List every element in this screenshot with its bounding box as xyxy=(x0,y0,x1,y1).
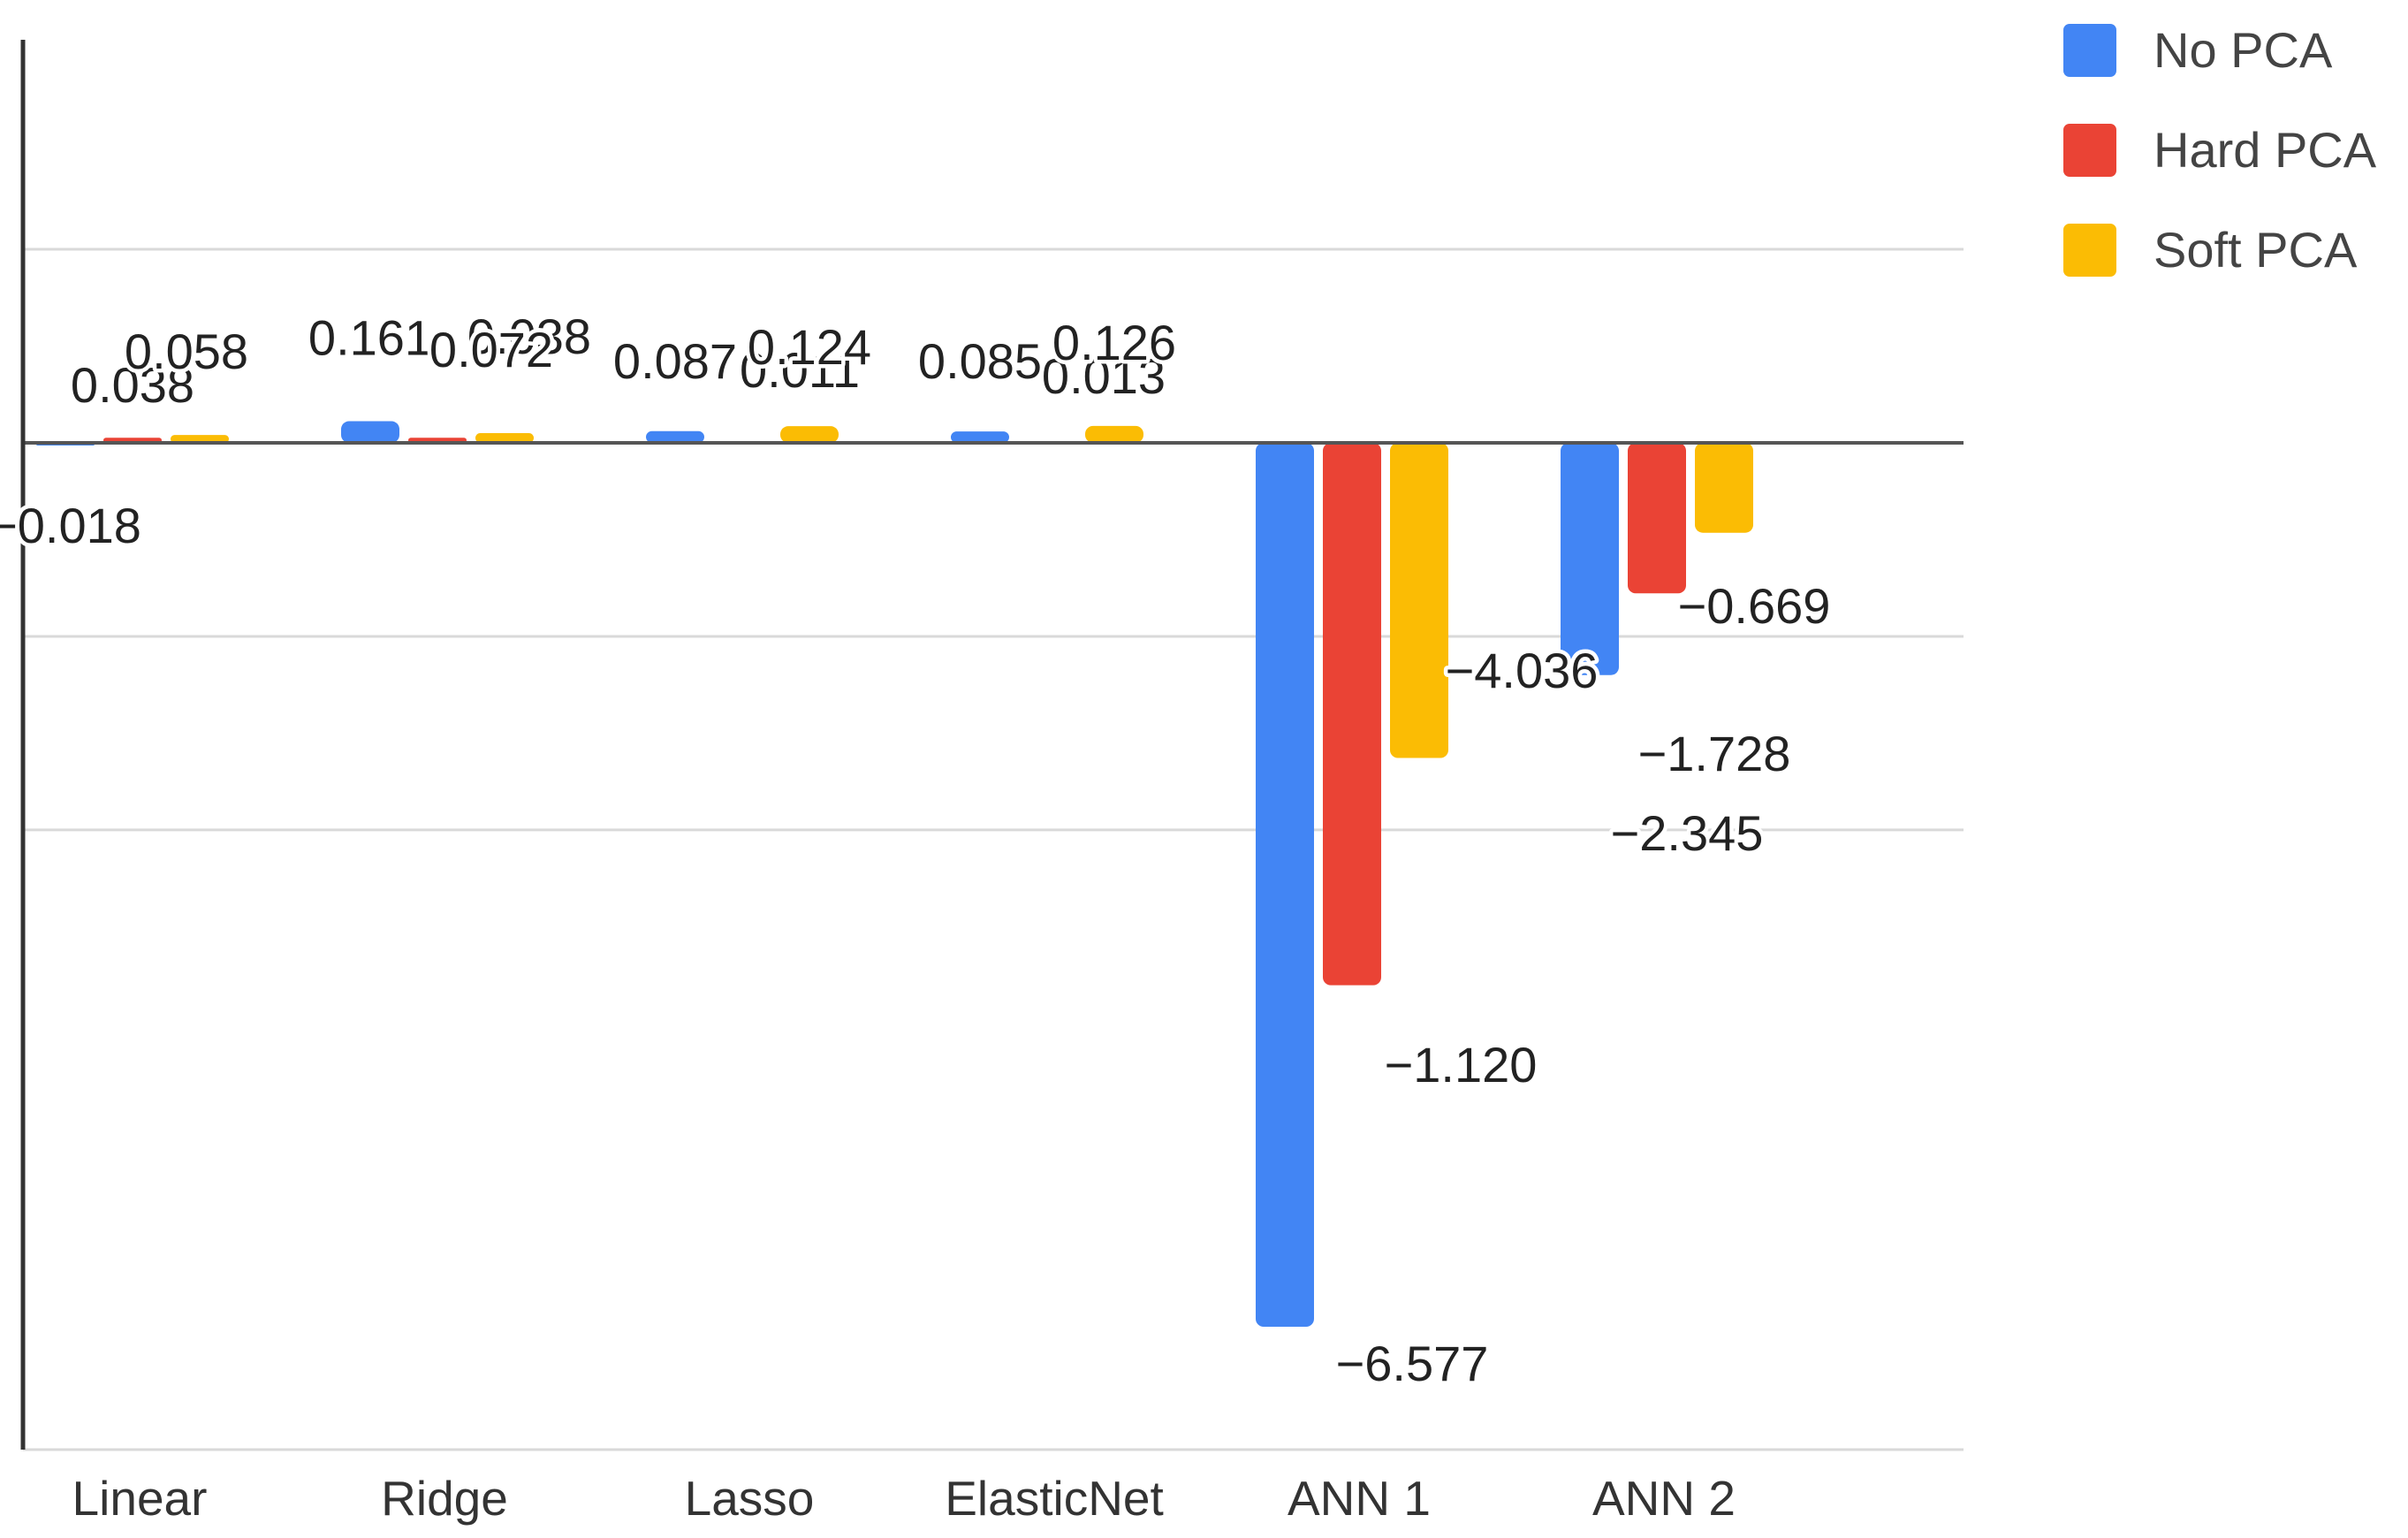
legend-swatch-soft-pca xyxy=(2063,223,2116,277)
bar-hard-pca-ann-2[interactable] xyxy=(1628,443,1686,594)
data-label: 0.072 xyxy=(429,322,553,377)
data-label: 0.085 xyxy=(918,333,1042,389)
bar-soft-pca-ann-2[interactable] xyxy=(1695,443,1753,533)
x-tick-label: Ridge xyxy=(381,1471,508,1526)
data-label: 0.161 xyxy=(308,310,432,366)
gridlines xyxy=(23,247,1964,1451)
data-label: 0.058 xyxy=(125,324,248,379)
x-tick-label: ElasticNet xyxy=(945,1471,1164,1526)
legend: No PCA Hard PCA Soft PCA xyxy=(2063,0,2399,300)
bar-soft-pca-linear[interactable] xyxy=(171,435,229,443)
data-label: −4.036 xyxy=(1446,643,1599,698)
legend-item-hard-pca[interactable]: Hard PCA xyxy=(2063,100,2399,200)
legend-swatch-hard-pca xyxy=(2063,123,2116,177)
bar-soft-pca-elasticnet[interactable] xyxy=(1085,425,1143,443)
data-label: 0.124 xyxy=(748,319,871,375)
data-label: 0.126 xyxy=(1052,315,1176,370)
legend-item-no-pca[interactable]: No PCA xyxy=(2063,0,2399,100)
bar-hard-pca-ann-1[interactable] xyxy=(1323,443,1381,986)
bar-soft-pca-ann-1[interactable] xyxy=(1390,443,1448,758)
bar-soft-pca-ridge[interactable] xyxy=(475,433,534,443)
data-label: 0.013 xyxy=(1042,348,1166,404)
x-axis-tick-labels: Linear Ridge Lasso ElasticNet ANN 1 ANN 2 xyxy=(72,1471,1736,1526)
legend-label-no-pca: No PCA xyxy=(2154,22,2333,78)
x-tick-label: Lasso xyxy=(685,1471,815,1526)
data-label: 0.038 xyxy=(467,308,591,364)
data-label: −2.345 xyxy=(1611,805,1764,861)
data-label: 0.038 xyxy=(71,357,194,413)
x-tick-label: Linear xyxy=(72,1471,208,1526)
data-label: 0.087 xyxy=(613,333,737,389)
data-label: −1.120 xyxy=(1385,1037,1538,1093)
bars xyxy=(36,421,1753,1327)
data-label: 0.011 xyxy=(740,342,860,398)
legend-item-soft-pca[interactable]: Soft PCA xyxy=(2063,200,2399,300)
legend-label-soft-pca: Soft PCA xyxy=(2154,222,2358,278)
data-label: −6.577 xyxy=(1336,1336,1489,1391)
bar-soft-pca-lasso[interactable] xyxy=(780,426,839,443)
data-label: −1.728 xyxy=(1638,726,1791,781)
data-label: −0.669 xyxy=(1678,578,1831,634)
bar-no-pca-ann-2[interactable] xyxy=(1561,443,1619,675)
bar-no-pca-lasso[interactable] xyxy=(646,430,704,443)
x-tick-label: ANN 2 xyxy=(1592,1471,1736,1526)
x-tick-label: ANN 1 xyxy=(1288,1471,1431,1526)
bar-no-pca-ann-1[interactable] xyxy=(1256,443,1314,1327)
bar-no-pca-ridge[interactable] xyxy=(341,421,399,443)
legend-label-hard-pca: Hard PCA xyxy=(2154,122,2377,178)
legend-swatch-no-pca xyxy=(2063,23,2116,77)
bar-no-pca-elasticnet[interactable] xyxy=(951,431,1009,443)
data-label: −0.018 xyxy=(0,498,141,553)
